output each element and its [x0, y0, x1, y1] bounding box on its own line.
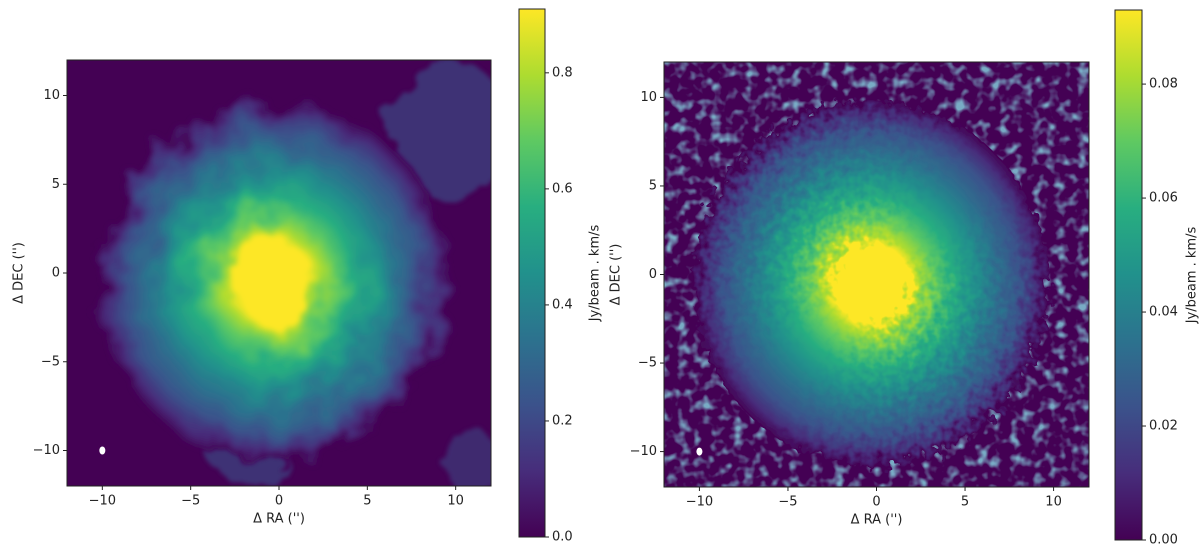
- colorbar: [1114, 9, 1143, 541]
- x-axis-label: Δ RA (''): [851, 513, 903, 528]
- image-emission: [390, 60, 491, 200]
- x-tick-label: 10: [447, 494, 464, 509]
- colorbar-label: Jy/beam . km/s: [1185, 227, 1200, 325]
- colorbar-tick-label: 0.02: [1149, 419, 1178, 434]
- colorbar-tick-label: 0.2: [552, 413, 573, 428]
- x-tick-label: −5: [778, 495, 797, 510]
- image-emission: [440, 430, 491, 486]
- x-tick-label: 5: [961, 495, 969, 510]
- y-tick-label: −5: [638, 356, 657, 371]
- y-tick-label: −5: [41, 354, 60, 369]
- x-tick-label: −5: [181, 494, 200, 509]
- y-axis-label: Δ DEC (''): [609, 244, 624, 306]
- colorbar-tick-label: 0.08: [1149, 77, 1178, 92]
- colorbar-tick-label: 0.6: [552, 181, 573, 196]
- x-tick-label: 10: [1045, 495, 1062, 510]
- image: [67, 60, 491, 486]
- colorbar-tick-label: 0.06: [1149, 191, 1178, 206]
- y-tick-label: 0: [649, 267, 657, 282]
- beam: [696, 447, 703, 456]
- x-tick-label: −10: [686, 495, 713, 510]
- colorbar: [518, 8, 546, 538]
- x-tick-label: −10: [89, 494, 116, 509]
- y-axis-label: Δ DEC (''): [12, 242, 27, 304]
- colorbar-tick-label: 0.4: [552, 297, 573, 312]
- colorbar-label: Jy/beam . km/s: [588, 225, 603, 323]
- colorbar-tick-label: 0.0: [552, 530, 573, 545]
- y-tick-label: 10: [640, 90, 657, 105]
- y-tick-label: 5: [52, 177, 60, 192]
- image-emission: [694, 100, 1049, 466]
- y-tick-label: 0: [52, 266, 60, 281]
- image: [664, 62, 1089, 487]
- colorbar-tick-label: 0.04: [1149, 305, 1178, 320]
- x-axis-label: Δ RA (''): [253, 512, 305, 527]
- x-tick-label: 5: [363, 494, 371, 509]
- beam: [99, 446, 106, 455]
- colorbar-tick-label: 0.8: [552, 65, 573, 80]
- x-tick-label: 0: [275, 494, 283, 509]
- image-emission: [97, 99, 451, 464]
- colorbar-tick-label: 0.00: [1149, 533, 1178, 547]
- y-tick-label: −10: [33, 443, 60, 458]
- y-tick-label: −10: [630, 444, 657, 459]
- y-tick-label: 10: [43, 88, 60, 103]
- y-tick-label: 5: [649, 178, 657, 193]
- x-tick-label: 0: [872, 495, 880, 510]
